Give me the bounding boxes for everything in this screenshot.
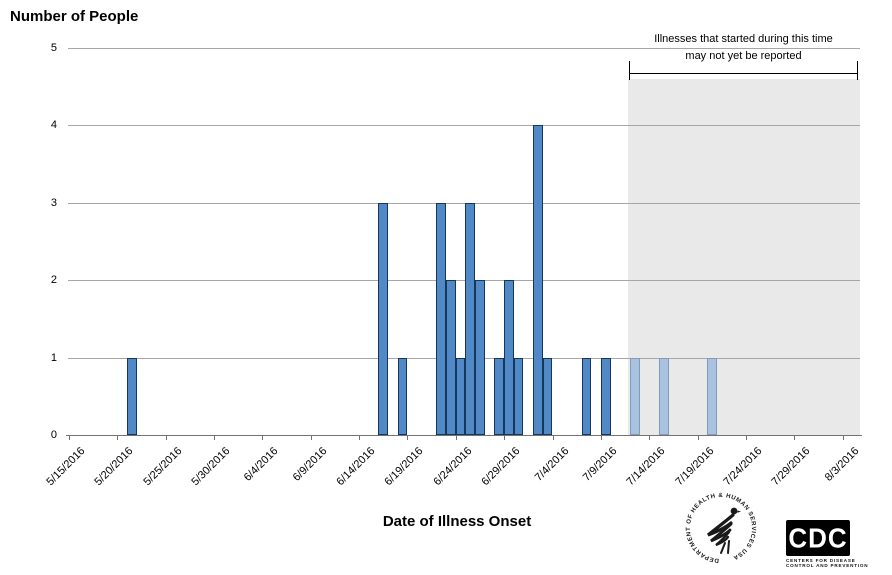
bar-6-23-2016 xyxy=(446,280,456,435)
bar-5-21-2016 xyxy=(127,357,137,435)
x-axis-title: Date of Illness Onset xyxy=(382,513,532,530)
bar-6-24-2016 xyxy=(455,357,466,435)
cdc-acronym: CDC xyxy=(788,521,848,555)
bar-7-20-2016 xyxy=(707,357,717,435)
pending-bracket-right xyxy=(857,61,858,80)
y-tick-label: 0 xyxy=(50,429,57,441)
y-tick-label: 5 xyxy=(50,42,57,54)
x-tick-mark xyxy=(165,436,167,440)
gridline-y2 xyxy=(68,280,860,282)
bar-7-2-2016 xyxy=(533,125,543,435)
bar-6-25-2016 xyxy=(465,202,476,435)
hhs-eagle-icon: DEPARTMENT OF HEALTH & HUMAN SERVICES US… xyxy=(685,492,756,564)
bar-6-18-2016 xyxy=(397,357,408,435)
bar-7-7-2016 xyxy=(581,357,592,435)
x-tick-mark xyxy=(359,436,361,440)
gridline-y4 xyxy=(68,125,860,127)
bar-6-22-2016 xyxy=(436,202,447,435)
hhs-logo: DEPARTMENT OF HEALTH & HUMAN SERVICES US… xyxy=(684,491,758,565)
y-tick-label: 4 xyxy=(50,119,57,132)
chart-title: Number of People xyxy=(10,8,139,25)
cdc-name-line2: CONTROL AND PREVENTION xyxy=(786,563,869,569)
x-tick-mark xyxy=(504,436,506,440)
bar-6-30-2016 xyxy=(513,357,524,435)
pending-annotation-line2: may not yet be reported xyxy=(685,50,802,62)
x-tick-mark xyxy=(552,436,554,440)
x-tick-mark xyxy=(600,436,602,440)
x-tick-mark xyxy=(117,436,119,440)
x-tick-mark xyxy=(794,436,796,440)
gridline-y5 xyxy=(68,48,860,49)
bar-6-26-2016 xyxy=(475,280,485,435)
cdc-name-line1: CENTERS FOR DISEASE xyxy=(786,558,856,563)
x-tick-mark xyxy=(214,436,216,440)
cdc-logo-box: CDC xyxy=(786,520,850,556)
x-tick-mark xyxy=(842,436,844,440)
cdc-logo: CDC CENTERS FOR DISEASE CONTROL AND PREV… xyxy=(786,520,869,570)
x-axis-line xyxy=(66,435,862,436)
bar-7-3-2016 xyxy=(542,357,553,435)
x-tick-mark xyxy=(262,436,264,440)
bar-6-16-2016 xyxy=(378,202,389,435)
x-tick-mark xyxy=(455,436,457,440)
y-tick-label: 2 xyxy=(50,274,57,287)
x-tick-mark xyxy=(649,436,651,440)
x-tick-mark xyxy=(697,436,699,440)
y-tick-label: 1 xyxy=(50,351,57,364)
bar-7-12-2016 xyxy=(629,357,640,435)
gridline-y3 xyxy=(68,202,860,204)
bar-7-15-2016 xyxy=(658,357,669,435)
pending-annotation-line1: Illnesses that started during this time xyxy=(654,33,833,45)
y-tick-label: 3 xyxy=(50,196,57,209)
x-tick-mark xyxy=(310,436,312,440)
pending-bracket-left xyxy=(628,61,630,80)
bar-6-28-2016 xyxy=(494,357,505,435)
x-tick-mark xyxy=(407,436,409,440)
pending-bracket-line xyxy=(628,73,858,74)
bar-7-9-2016 xyxy=(600,357,611,435)
bar-6-29-2016 xyxy=(504,280,514,435)
x-tick-mark xyxy=(69,436,70,440)
x-tick-mark xyxy=(745,436,747,440)
